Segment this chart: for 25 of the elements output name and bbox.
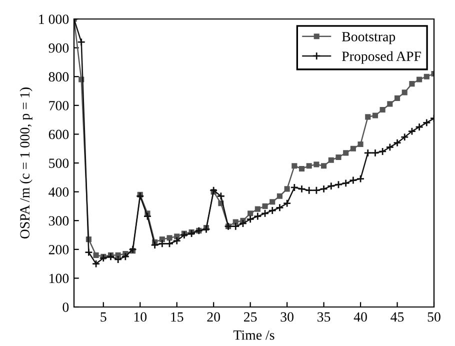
x-tick-label: 40	[354, 312, 367, 322]
y-tick-label: 600	[48, 130, 69, 140]
x-tick-label: 15	[171, 312, 184, 322]
y-tick-label: 0	[62, 302, 69, 312]
y-tick-label: 700	[49, 100, 69, 110]
y-tick-label: 900	[48, 43, 69, 53]
y-tick-label: 400	[48, 187, 69, 197]
x-tick-label: 45	[390, 312, 404, 322]
x-tick-label: 5	[100, 312, 106, 322]
x-tick-label: 50	[428, 312, 440, 322]
x-tick-label: 35	[318, 312, 330, 322]
y-tick-label: 300	[48, 216, 69, 226]
x-tick-label: 10	[134, 312, 147, 322]
y-tick-label: 800	[48, 72, 69, 82]
x-tick-label: 20	[207, 312, 220, 322]
legend-label: Proposed APF	[342, 51, 421, 64]
y-tick-label: 1 000	[39, 14, 69, 24]
y-tick-label: 200	[48, 244, 69, 254]
y-tick-label: 500	[49, 158, 69, 168]
legend-label: Bootstrap	[342, 32, 396, 44]
x-tick-label: 30	[280, 312, 294, 322]
y-tick-label: 100	[50, 274, 69, 284]
x-axis-title: Time /s	[233, 330, 274, 340]
x-tick-label: 25	[244, 312, 257, 322]
y-axis-title: OSPA /m (c = 1 000, p = 1)	[20, 88, 32, 238]
